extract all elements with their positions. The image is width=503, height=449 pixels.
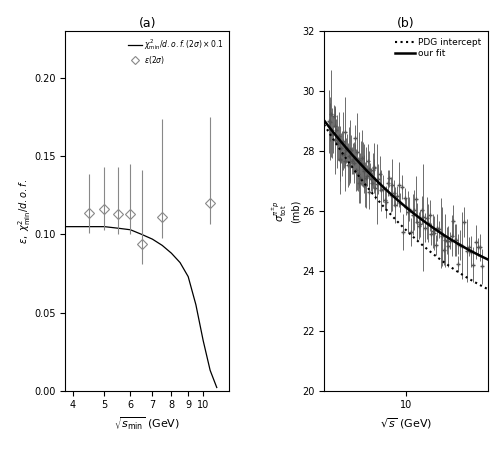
- PDG intercept: [400, 224, 406, 230]
- our fit: [418, 217, 425, 222]
- our fit: [399, 201, 405, 207]
- our fit: [455, 241, 461, 247]
- Line: PDG intercept: PDG intercept: [324, 125, 488, 289]
- Title: (a): (a): [138, 17, 156, 30]
- our fit: [400, 202, 406, 207]
- PDG intercept: [481, 285, 487, 290]
- PDG intercept: [321, 122, 327, 128]
- Legend: $\chi^2_{\rm min}/d.o.f.(2\sigma) \times 0.1$, $\epsilon(2\sigma)$: $\chi^2_{\rm min}/d.o.f.(2\sigma) \times…: [126, 35, 225, 67]
- PDG intercept: [455, 269, 461, 275]
- Line: our fit: our fit: [324, 120, 488, 260]
- PDG intercept: [410, 234, 416, 239]
- PDG intercept: [399, 224, 405, 229]
- X-axis label: $\sqrt{s_{\rm min}}$ (GeV): $\sqrt{s_{\rm min}}$ (GeV): [114, 416, 180, 432]
- Y-axis label: $\epsilon,\ \chi^2_{\rm min}/d.o.f.$: $\epsilon,\ \chi^2_{\rm min}/d.o.f.$: [16, 178, 33, 244]
- our fit: [485, 257, 491, 262]
- our fit: [410, 210, 416, 216]
- X-axis label: $\sqrt{s}$ (GeV): $\sqrt{s}$ (GeV): [380, 416, 432, 431]
- Title: (b): (b): [397, 17, 415, 30]
- PDG intercept: [418, 242, 425, 247]
- PDG intercept: [485, 286, 491, 292]
- our fit: [481, 255, 487, 260]
- our fit: [321, 118, 327, 123]
- Y-axis label: $\sigma_{\rm tot}^{\pi^{\pm}p}$
(mb): $\sigma_{\rm tot}^{\pi^{\pm}p}$ (mb): [270, 199, 300, 223]
- Legend: PDG intercept, our fit: PDG intercept, our fit: [393, 36, 483, 60]
